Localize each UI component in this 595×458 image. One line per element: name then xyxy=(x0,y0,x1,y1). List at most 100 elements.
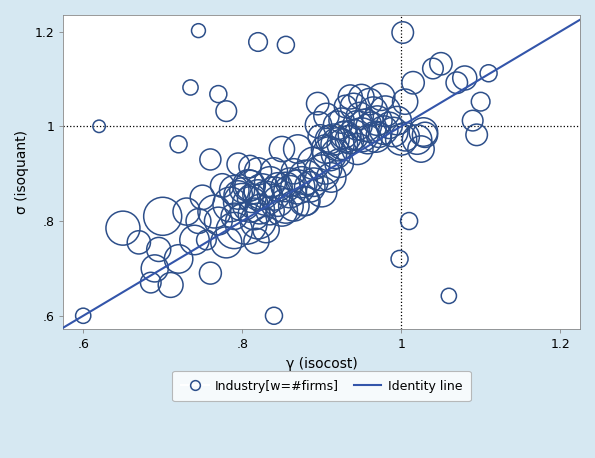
Point xyxy=(194,218,203,225)
Point xyxy=(118,224,128,232)
Point xyxy=(325,136,334,143)
Point xyxy=(371,133,380,141)
Point xyxy=(334,159,344,167)
Point xyxy=(245,182,255,189)
Point xyxy=(261,195,271,202)
Point xyxy=(233,161,243,168)
Point xyxy=(321,145,330,153)
Point xyxy=(194,27,203,34)
Point xyxy=(150,265,159,272)
Point xyxy=(341,103,350,110)
Point xyxy=(269,190,278,197)
Point xyxy=(365,98,374,105)
Point xyxy=(327,174,336,181)
Point xyxy=(166,281,176,289)
Point xyxy=(337,141,347,148)
Point xyxy=(346,93,355,101)
Point xyxy=(214,90,223,98)
Point xyxy=(255,206,264,213)
Point xyxy=(444,292,453,300)
Point xyxy=(393,117,402,124)
Point xyxy=(374,131,384,138)
Point xyxy=(315,133,325,141)
Point xyxy=(230,227,239,234)
Point xyxy=(252,237,261,245)
Point xyxy=(408,79,418,87)
Point xyxy=(230,213,239,220)
Point xyxy=(237,198,247,206)
Point xyxy=(198,194,207,201)
Point xyxy=(331,150,341,158)
Point xyxy=(218,182,227,189)
Point xyxy=(202,236,211,244)
Point xyxy=(269,168,278,175)
Point xyxy=(309,159,318,167)
Point xyxy=(249,210,259,218)
Point xyxy=(377,93,386,101)
Point xyxy=(305,183,315,191)
Point xyxy=(476,98,486,105)
Point xyxy=(273,183,283,191)
Point xyxy=(339,131,349,138)
Point xyxy=(190,236,199,244)
Point xyxy=(245,163,255,170)
Point xyxy=(356,93,366,101)
Point xyxy=(368,108,378,115)
Point xyxy=(186,84,195,91)
Point xyxy=(261,226,271,233)
Point xyxy=(265,207,275,214)
Point xyxy=(289,168,299,175)
Point xyxy=(301,197,311,205)
Point xyxy=(460,74,469,82)
Point xyxy=(146,279,155,286)
Point xyxy=(174,141,183,148)
Point xyxy=(333,141,342,148)
X-axis label: γ (isocost): γ (isocost) xyxy=(286,357,358,371)
Point xyxy=(317,188,327,195)
Point xyxy=(333,122,342,129)
Point xyxy=(428,65,438,72)
Point xyxy=(158,213,167,220)
Point xyxy=(380,108,390,115)
Point xyxy=(206,269,215,277)
Point xyxy=(277,207,287,214)
Point xyxy=(265,179,275,186)
Point xyxy=(285,188,295,195)
Point xyxy=(322,112,331,120)
Point xyxy=(389,128,398,136)
Point xyxy=(206,156,215,163)
Point xyxy=(400,133,410,141)
Point xyxy=(289,202,299,210)
Point xyxy=(230,186,239,194)
Point xyxy=(253,168,263,175)
Point xyxy=(277,145,287,153)
Point xyxy=(317,169,327,176)
Point xyxy=(349,103,358,110)
Point xyxy=(245,201,255,208)
Point xyxy=(379,126,389,134)
Point xyxy=(325,150,334,158)
Point xyxy=(420,131,430,138)
Point xyxy=(299,197,309,205)
Point xyxy=(345,136,354,143)
Point xyxy=(293,183,303,191)
Point xyxy=(412,136,422,143)
Point xyxy=(226,201,235,208)
Point xyxy=(384,122,394,129)
Point xyxy=(209,208,219,215)
Point xyxy=(484,70,493,77)
Point xyxy=(233,191,243,199)
Point xyxy=(396,136,406,143)
Point xyxy=(366,124,375,131)
Point xyxy=(363,136,372,143)
Point xyxy=(269,312,278,319)
Legend: Industry[w=#firms], Identity line: Industry[w=#firms], Identity line xyxy=(173,371,471,401)
Point xyxy=(293,145,303,153)
Y-axis label: σ (isoquant): σ (isoquant) xyxy=(15,130,29,214)
Point xyxy=(321,164,330,172)
Point xyxy=(301,174,311,181)
Point xyxy=(257,188,267,195)
Point xyxy=(398,29,408,36)
Point xyxy=(285,179,295,186)
Point xyxy=(134,239,143,246)
